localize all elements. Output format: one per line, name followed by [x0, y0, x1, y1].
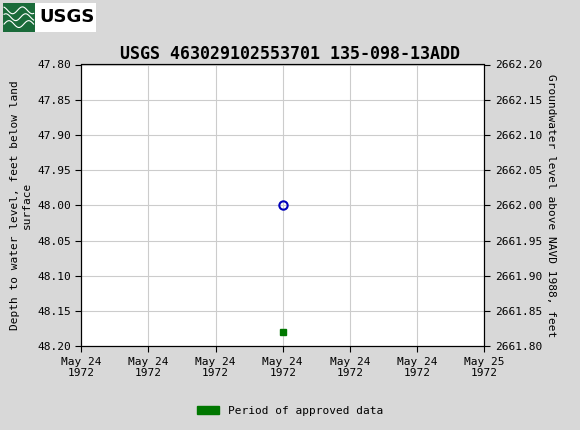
Text: USGS: USGS — [39, 7, 95, 25]
Text: USGS 463029102553701 135-098-13ADD: USGS 463029102553701 135-098-13ADD — [120, 45, 460, 63]
Y-axis label: Groundwater level above NAVD 1988, feet: Groundwater level above NAVD 1988, feet — [546, 74, 556, 337]
Bar — [3, 3, 96, 32]
Y-axis label: Depth to water level, feet below land
surface: Depth to water level, feet below land su… — [10, 80, 31, 330]
Legend: Period of approved data: Period of approved data — [193, 401, 387, 420]
Bar — [3, 3, 35, 32]
